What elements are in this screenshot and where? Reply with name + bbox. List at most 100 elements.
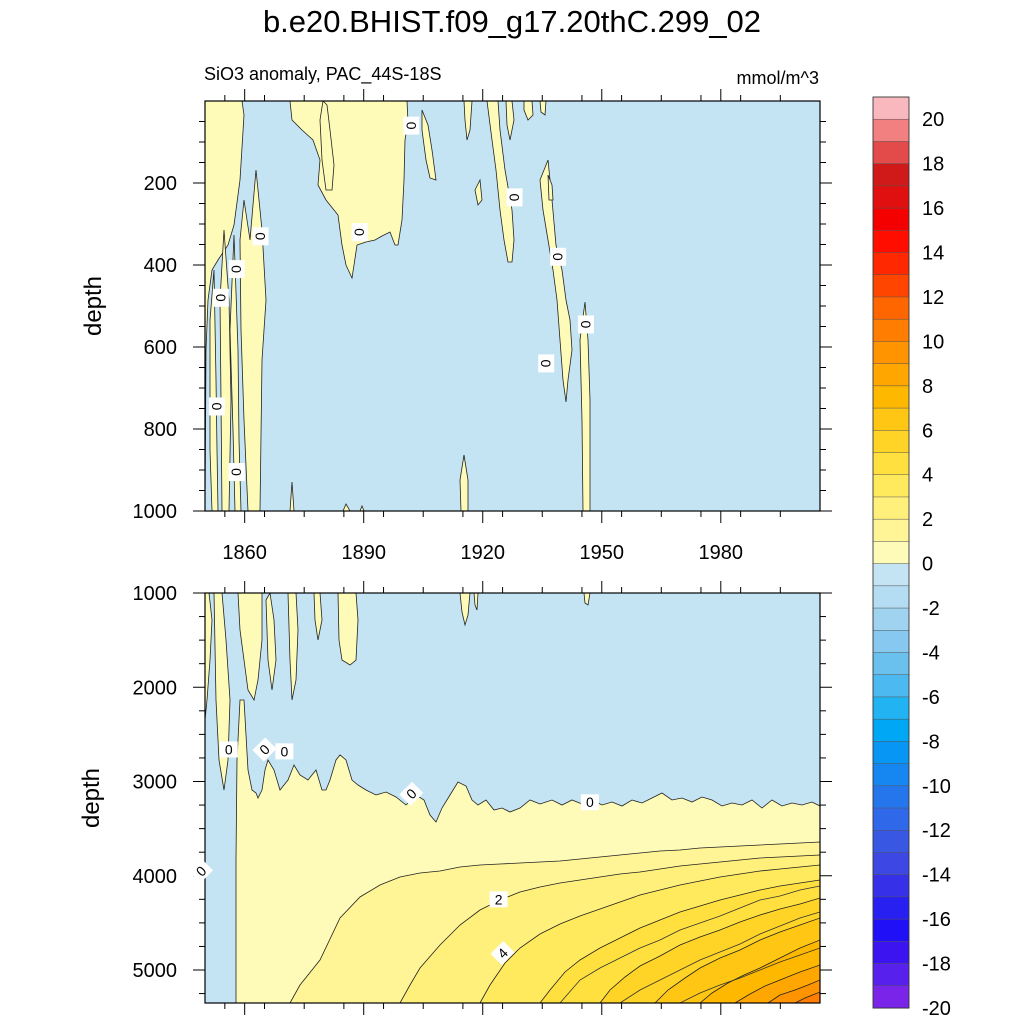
contour-label-text: 0 bbox=[403, 122, 419, 130]
contour-label: 0 bbox=[219, 741, 238, 758]
contour-label-text: 0 bbox=[578, 321, 594, 329]
positive-region bbox=[337, 593, 359, 666]
y-tick-label: 3000 bbox=[133, 772, 178, 794]
contour-label-box bbox=[228, 463, 245, 482]
positive-region bbox=[287, 593, 299, 701]
colorbar-label: -12 bbox=[922, 820, 951, 842]
contour-label-box bbox=[577, 315, 594, 334]
colorbar-label: 14 bbox=[922, 243, 944, 265]
contour-label: 0 bbox=[351, 223, 368, 242]
positive-region bbox=[463, 101, 473, 141]
contour-line bbox=[619, 911, 820, 1003]
colorbar-swatch bbox=[872, 296, 910, 320]
contour-label: 0 bbox=[189, 859, 214, 884]
colorbar-swatch bbox=[872, 874, 910, 898]
contour-label: 0 bbox=[252, 737, 277, 762]
positive-region bbox=[289, 101, 409, 280]
positive-region bbox=[421, 109, 437, 181]
positive-region bbox=[237, 593, 263, 702]
contour-label: 0 bbox=[208, 397, 225, 416]
positive-region bbox=[583, 593, 591, 606]
lower-y-axis-title: depth bbox=[78, 768, 105, 828]
colorbar-swatch bbox=[872, 96, 910, 120]
colorbar-swatch bbox=[872, 185, 910, 209]
units-label: mmol/m^3 bbox=[736, 68, 819, 88]
contour-label-text: 0 bbox=[550, 253, 566, 261]
colorbar-swatch bbox=[872, 141, 910, 165]
colorbar-swatch bbox=[872, 341, 910, 365]
colorbar-swatch bbox=[872, 430, 910, 454]
colorbar-label: -14 bbox=[922, 865, 951, 887]
colorbar-swatch bbox=[872, 941, 910, 965]
colorbar-swatch bbox=[872, 696, 910, 720]
colorbar-label: 16 bbox=[922, 198, 944, 220]
colorbar-frame bbox=[872, 96, 910, 1009]
colorbar-label: -4 bbox=[922, 642, 940, 664]
contour-label-box bbox=[490, 941, 515, 966]
contour-label-text: 0 bbox=[352, 228, 368, 236]
colorbar-label: 10 bbox=[922, 331, 944, 353]
contour-label-text: 0 bbox=[586, 794, 594, 810]
contour-label-box bbox=[351, 223, 368, 242]
x-tick-label: 1890 bbox=[341, 542, 386, 564]
y-tick-label: 200 bbox=[144, 173, 177, 195]
colorbar-swatch bbox=[872, 163, 910, 187]
contour-label: 0 bbox=[550, 247, 567, 266]
contour-label-text: 0 bbox=[253, 232, 269, 240]
x-tick-label: 1920 bbox=[460, 542, 505, 564]
y-tick-label: 800 bbox=[144, 419, 177, 441]
contour-label-box bbox=[212, 288, 229, 307]
positive-region bbox=[794, 991, 820, 1003]
contour-label-text: 0 bbox=[280, 743, 288, 759]
contour-label: 0 bbox=[506, 188, 523, 207]
contour-label: 2 bbox=[489, 891, 508, 908]
colorbar-swatch bbox=[872, 385, 910, 409]
colorbar-swatch bbox=[872, 674, 910, 698]
contour-label: 0 bbox=[403, 116, 420, 135]
upper-panel: 200 400 600 800 1000 1860 1890 1920 1950 1980 0 0… bbox=[133, 89, 832, 564]
contour-label-box bbox=[538, 354, 555, 373]
x-tick-label: 1950 bbox=[580, 542, 625, 564]
contour-label-box bbox=[506, 188, 523, 207]
lower-panel-frame bbox=[204, 592, 821, 1004]
colorbar-swatch bbox=[872, 985, 910, 1009]
contour-label: 0 bbox=[212, 288, 229, 307]
contour-label: 0 bbox=[399, 781, 424, 806]
contour-line bbox=[559, 885, 820, 1003]
contour-label-box bbox=[219, 741, 238, 758]
colorbar-swatch bbox=[872, 230, 910, 254]
contour-label-box bbox=[228, 260, 245, 279]
contour-label-box bbox=[580, 794, 599, 811]
contour-label-text: 2 bbox=[495, 891, 503, 907]
contour-label: 4 bbox=[490, 941, 515, 966]
positive-region bbox=[459, 593, 471, 627]
colorbar-swatch bbox=[872, 630, 910, 654]
colorbar-swatch bbox=[872, 474, 910, 498]
colorbar-swatch bbox=[872, 541, 910, 565]
colorbar-swatch bbox=[872, 452, 910, 476]
chart-subtitle: SiO3 anomaly, PAC_44S-18S bbox=[204, 64, 442, 84]
positive-region bbox=[342, 503, 351, 511]
colorbar-swatch bbox=[872, 518, 910, 542]
contour-label-box bbox=[189, 859, 214, 884]
contour-label-text: 0 bbox=[225, 741, 233, 757]
y-tick-label: 1000 bbox=[133, 501, 178, 523]
colorbar-label: -20 bbox=[922, 998, 951, 1020]
contour-label-box bbox=[252, 737, 277, 762]
contour-label-box bbox=[208, 397, 225, 416]
colorbar-swatch bbox=[872, 407, 910, 431]
colorbar-label: -6 bbox=[922, 687, 940, 709]
colorbar-swatch bbox=[872, 829, 910, 854]
colorbar-swatch bbox=[872, 252, 910, 276]
colorbar-label: -16 bbox=[922, 909, 951, 931]
colorbar-swatch bbox=[872, 963, 910, 987]
colorbar-swatch bbox=[872, 118, 910, 142]
contour-label-box bbox=[489, 891, 508, 908]
colorbar-swatch bbox=[872, 585, 910, 609]
colorbar-label: 0 bbox=[922, 554, 933, 576]
colorbar-label: 6 bbox=[922, 420, 933, 442]
positive-region bbox=[239, 169, 267, 511]
colorbar-label: -8 bbox=[922, 731, 940, 753]
contour-line bbox=[679, 947, 820, 1003]
positive-region bbox=[473, 593, 479, 611]
